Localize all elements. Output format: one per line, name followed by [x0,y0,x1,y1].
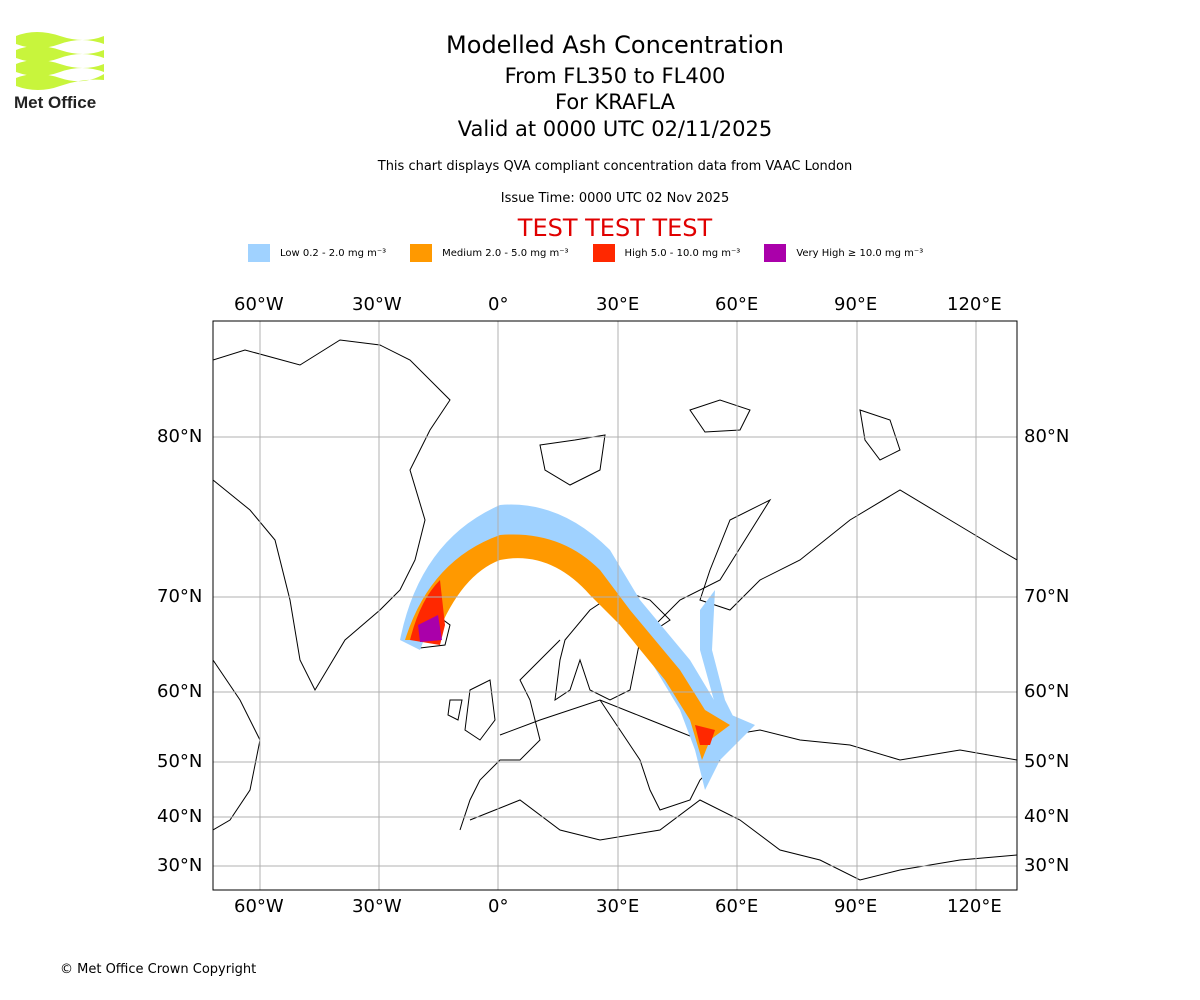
flight-levels: From FL350 to FL400 [504,64,726,88]
lat-label: 80°N [1024,426,1070,447]
lon-label: 30°E [596,896,640,917]
lat-label: 60°N [1024,681,1070,702]
lat-label: 30°N [1024,855,1070,876]
lat-label: 50°N [157,751,203,772]
lon-label: 60°E [715,896,759,917]
legend-label-very-high: Very High ≥ 10.0 mg m⁻³ [796,247,924,259]
legend-swatch-very-high [764,244,787,262]
coastlines [213,339,1017,881]
lat-label: 70°N [157,586,203,607]
graticule [213,321,1017,890]
test-banner: TEST TEST TEST [517,214,713,242]
legend-swatch-medium [410,244,433,262]
legend-label-medium: Medium 2.0 - 5.0 mg m⁻³ [442,247,569,259]
lon-label: 60°W [234,896,284,917]
lon-label: 30°W [352,294,402,315]
met-office-logo: Met Office [14,30,106,116]
lat-label: 70°N [1024,586,1070,607]
legend-swatch-high [592,244,615,262]
lon-label: 60°W [234,294,284,315]
copyright: © Met Office Crown Copyright [60,962,257,977]
lat-label: 60°N [157,681,203,702]
lon-label: 90°E [834,294,878,315]
volcano-name: For KRAFLA [555,90,675,114]
issue-time: Issue Time: 0000 UTC 02 Nov 2025 [500,191,730,206]
lon-label: 30°W [352,896,402,917]
chart-title: Modelled Ash Concentration [446,31,784,59]
lon-label: 90°E [834,896,878,917]
lat-label: 50°N [1024,751,1070,772]
lat-label: 40°N [157,806,203,827]
lat-label: 80°N [157,426,203,447]
lat-label: 40°N [1024,806,1070,827]
lon-label: 120°E [947,294,1002,315]
svg-text:Met Office: Met Office [14,93,96,112]
map-frame [212,320,1018,891]
lon-label: 0° [488,294,509,315]
lon-label: 0° [488,896,509,917]
lon-label: 60°E [715,294,759,315]
valid-time: Valid at 0000 UTC 02/11/2025 [457,117,773,141]
lon-label: 120°E [947,896,1002,917]
lat-label: 30°N [157,855,203,876]
ash-plume [400,504,755,790]
legend-swatch-low [248,244,270,262]
legend-label-high: High 5.0 - 10.0 mg m⁻³ [624,247,741,259]
legend-label-low: Low 0.2 - 2.0 mg m⁻³ [280,247,387,259]
lon-label: 30°E [596,294,640,315]
description: This chart displays QVA compliant concen… [377,159,853,174]
legend: Low 0.2 - 2.0 mg m⁻³ Medium 2.0 - 5.0 mg… [248,244,947,262]
